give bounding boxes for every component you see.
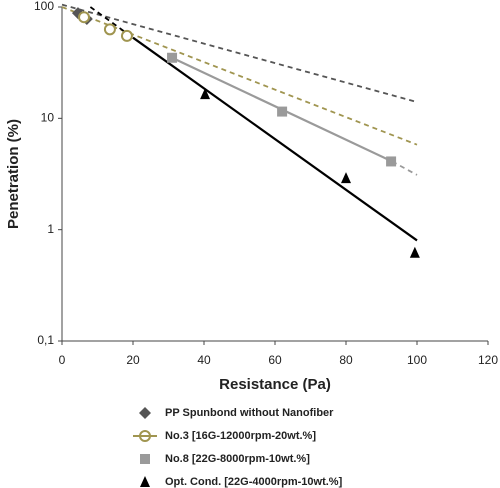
legend-marker (140, 454, 150, 464)
legend-marker (140, 476, 150, 487)
legend-label: PP Spunbond without Nanofiber (165, 407, 334, 419)
marker (120, 29, 133, 42)
marker (386, 156, 397, 167)
marker (409, 246, 420, 258)
trend-line (61, 3, 418, 103)
legend-label: Opt. Cond. [22G-4000rpm-10wt.%] (165, 476, 343, 488)
x-tick-label: 20 (126, 353, 140, 367)
x-tick-label: 60 (268, 353, 282, 367)
x-tick-label: 0 (59, 353, 66, 367)
x-tick-label: 120 (478, 353, 498, 367)
y-tick-label: 0,1 (37, 333, 54, 347)
marker (167, 52, 178, 63)
x-tick-label: 40 (197, 353, 211, 367)
marker (78, 11, 91, 24)
x-axis-title: Resistance (Pa) (219, 376, 331, 393)
marker (277, 106, 288, 117)
x-tick-label: 100 (407, 353, 427, 367)
y-tick-label: 1 (47, 222, 54, 236)
x-tick-label: 80 (339, 353, 353, 367)
y-tick-label: 100 (34, 0, 54, 13)
marker (341, 172, 351, 184)
marker (103, 23, 116, 36)
y-tick-label: 10 (41, 111, 55, 125)
legend-label: No.8 [22G-8000rpm-10wt.%] (165, 453, 310, 465)
legend-marker (139, 407, 151, 419)
trend-line (391, 160, 418, 176)
legend-label: No.3 [16G-12000rpm-20wt.%] (165, 430, 316, 442)
marker (200, 88, 211, 100)
trend-line (132, 36, 418, 242)
y-axis-title: Penetration (%) (5, 119, 22, 229)
